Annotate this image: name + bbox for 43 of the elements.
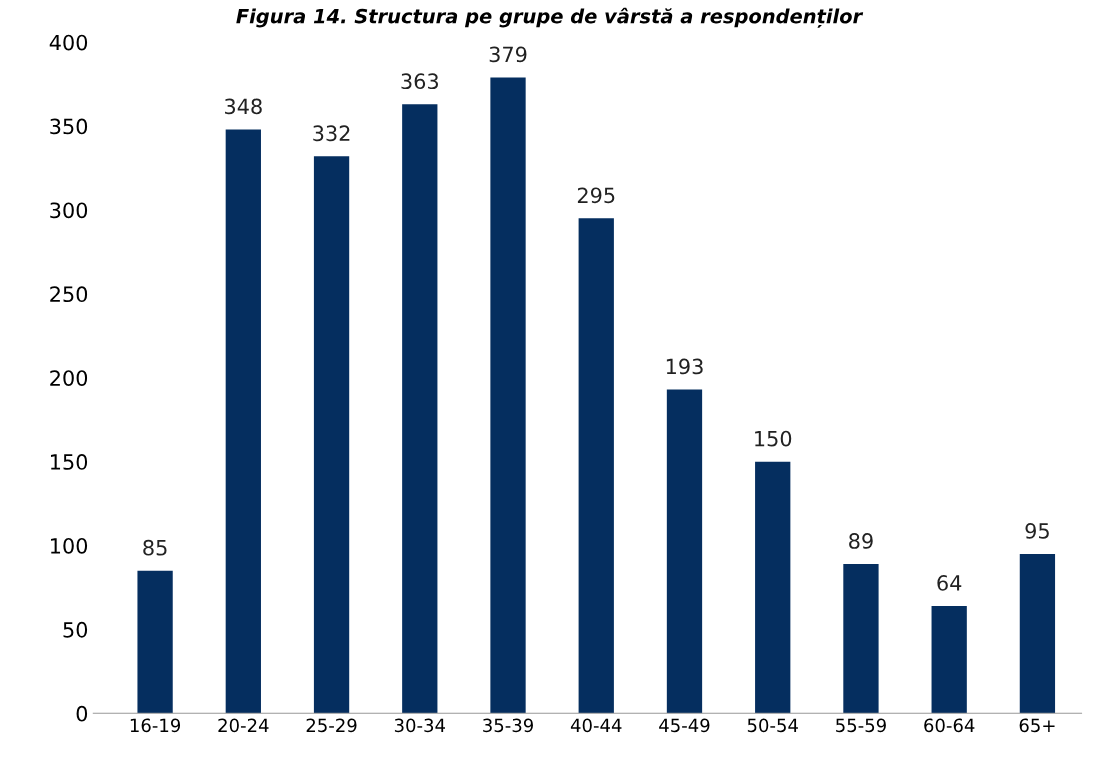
data-label: 348 [225, 98, 262, 115]
y-tick-label: 400 [49, 34, 88, 51]
bar [755, 461, 791, 714]
x-tick-label: 40-44 [570, 718, 622, 733]
x-tick-label: 65+ [1019, 718, 1055, 733]
data-label: 89 [849, 533, 873, 549]
data-label: 95 [1025, 523, 1049, 539]
y-tick-label: 300 [50, 202, 88, 219]
data-label: 332 [313, 125, 350, 142]
x-tick-label: 30-34 [394, 718, 446, 733]
y-tick-label: 200 [50, 370, 88, 386]
x-tick-label: 55-59 [836, 718, 886, 733]
data-label: 85 [143, 539, 167, 556]
x-tick-label: 45-49 [659, 718, 710, 733]
y-tick-label: 100 [50, 537, 88, 554]
x-tick-label: 25-29 [306, 718, 357, 733]
x-tick-label: 20-24 [218, 718, 269, 733]
bar [490, 77, 526, 714]
bar [313, 156, 350, 714]
chart-title: Figura 14. Structura pe grupe de vârstă a respondenților [236, 7, 864, 28]
y-tick-label: 350 [50, 118, 88, 135]
bar [137, 570, 173, 714]
bar [666, 389, 703, 714]
bar [931, 605, 967, 714]
y-tick-label: 50 [63, 621, 88, 638]
data-label: 193 [666, 358, 703, 375]
x-tick-label: 50-54 [747, 718, 798, 733]
x-tick-label: 16-19 [130, 718, 181, 733]
x-tick-label: 60-64 [924, 718, 975, 733]
data-label: 150 [755, 430, 792, 447]
y-tick-label: 0 [76, 705, 88, 722]
bar [578, 218, 614, 714]
data-label: 379 [489, 46, 527, 63]
bar [1019, 553, 1056, 714]
data-label: 295 [577, 187, 615, 204]
data-label: 363 [401, 73, 438, 90]
y-tick-label: 150 [50, 454, 88, 470]
bar [843, 563, 879, 714]
data-label: 64 [937, 575, 962, 591]
x-tick-label: 35-39 [483, 718, 533, 733]
bar [402, 104, 438, 714]
y-tick-label: 250 [50, 286, 88, 303]
bar [225, 129, 261, 714]
